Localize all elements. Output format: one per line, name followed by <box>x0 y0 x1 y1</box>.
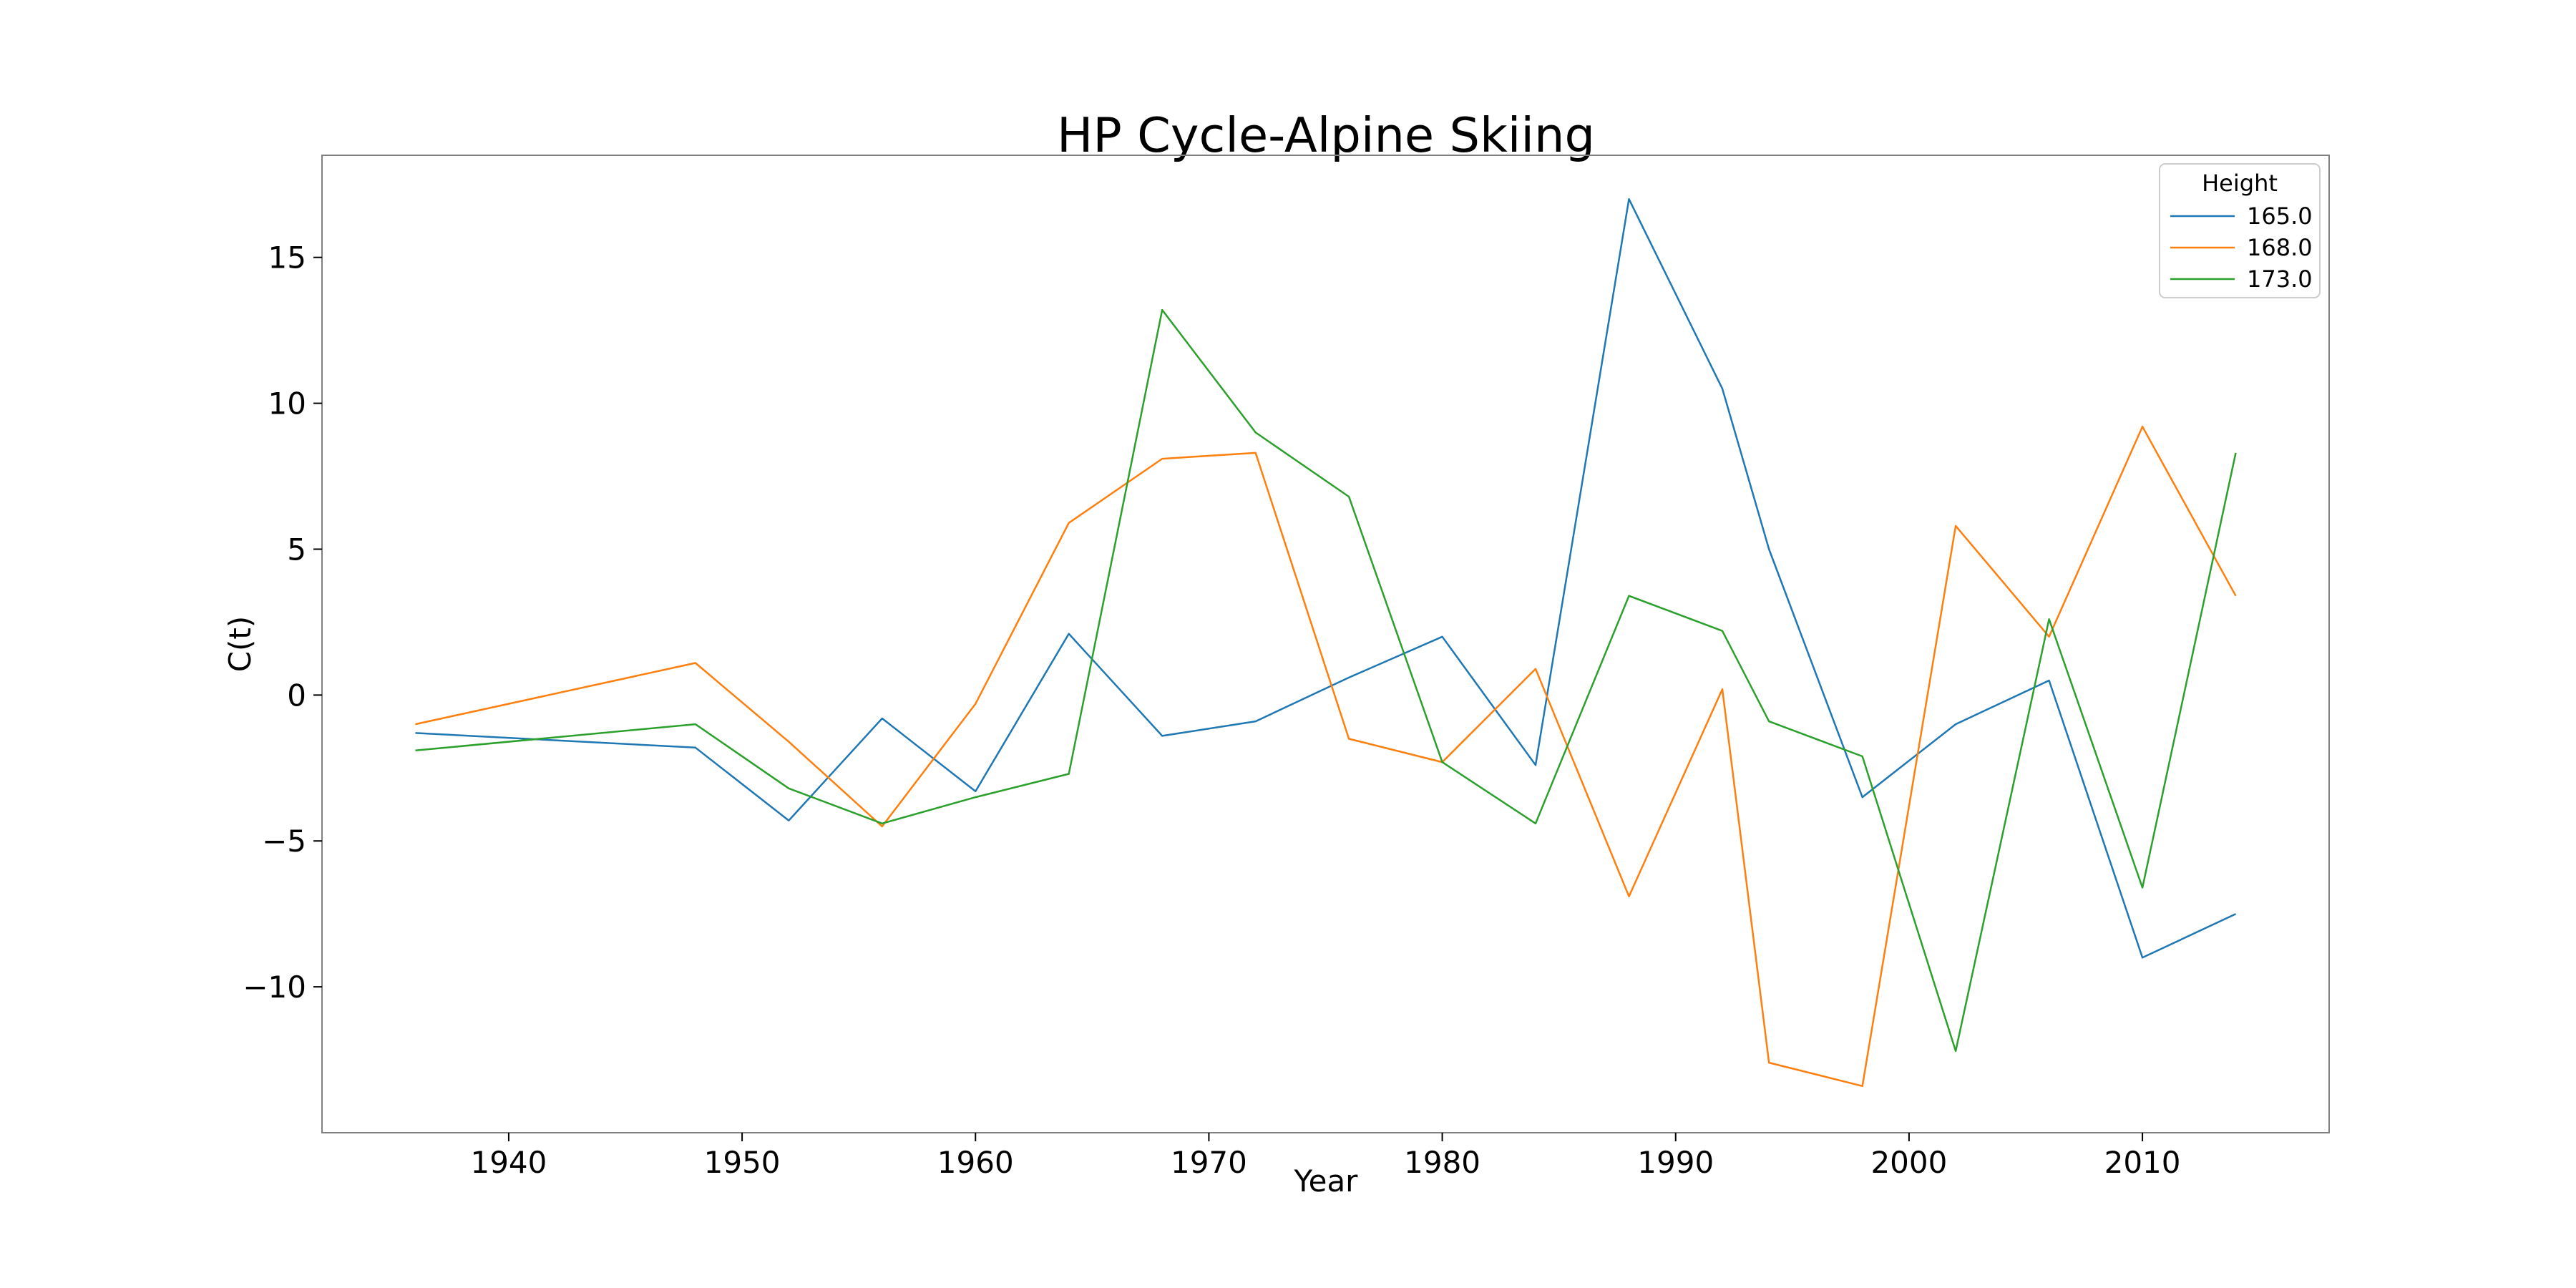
x-tick-label: 1970 <box>1171 1145 1247 1180</box>
x-tick-label: 1940 <box>470 1145 547 1180</box>
legend-label: 168.0 <box>2247 234 2313 261</box>
y-tick-label: −10 <box>243 970 306 1005</box>
legend: Height 165.0 168.0 173.0 <box>2159 163 2321 298</box>
legend-label: 173.0 <box>2247 265 2313 293</box>
legend-items: 165.0 168.0 173.0 <box>2170 203 2313 293</box>
legend-label: 165.0 <box>2247 203 2313 230</box>
x-tick-label: 2010 <box>2104 1145 2181 1180</box>
x-tick-label: 1960 <box>937 1145 1014 1180</box>
y-tick-label: 5 <box>287 532 306 567</box>
chart-title: HP Cycle-Alpine Skiing <box>1057 107 1595 163</box>
x-tick-label: 2000 <box>1870 1145 1947 1180</box>
plot-area-frame <box>321 155 2330 1133</box>
x-tick-label: 1950 <box>704 1145 781 1180</box>
y-tick-label: 15 <box>268 240 306 275</box>
x-axis-label: Year <box>1294 1163 1359 1199</box>
y-tick-label: −5 <box>262 824 306 859</box>
y-tick-label: 0 <box>287 678 306 713</box>
series-line-165-0 <box>415 197 2237 959</box>
legend-box <box>2159 163 2321 298</box>
y-tick-label: 10 <box>268 386 306 421</box>
y-axis-label: C(t) <box>223 616 258 673</box>
plot-lines <box>415 197 2237 1088</box>
x-tick-label: 1980 <box>1404 1145 1480 1180</box>
x-axis-ticks: 1940 1950 1960 1970 1980 1990 2000 2010 <box>470 1133 2181 1180</box>
x-tick-label: 1990 <box>1637 1145 1714 1180</box>
y-axis-ticks: −10 −5 0 5 10 15 <box>243 240 322 1005</box>
series-line-173-0 <box>415 308 2237 1053</box>
legend-title: Height <box>2202 170 2278 197</box>
